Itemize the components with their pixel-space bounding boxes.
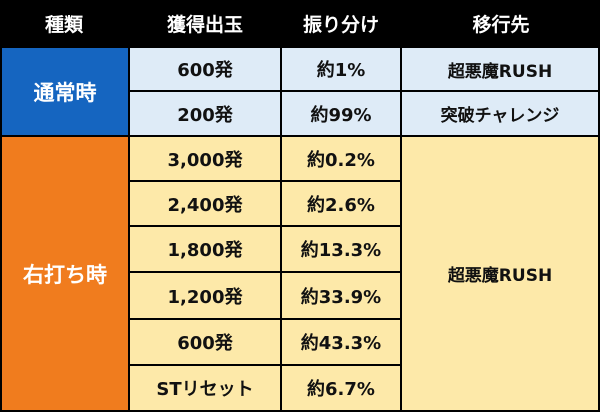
normal-row-2-destination: 突破チャレンジ [402,92,598,135]
rush-destination: 超悪魔RUSH [402,137,598,410]
normal-row-2-ratio: 約99% [282,92,400,135]
normal-row-2-payout: 200発 [130,92,280,135]
rush-row-3-payout: 1,800発 [130,227,280,271]
header-ratio: 振り分け [282,0,400,46]
rush-row-6-ratio: 約6.7% [282,366,400,410]
rush-row-1-ratio: 約0.2% [282,137,400,180]
rush-row-1-payout: 3,000発 [130,137,280,180]
rush-row-2-ratio: 約2.6% [282,182,400,225]
rush-row-4-ratio: 約33.9% [282,273,400,318]
rush-row-5-payout: 600発 [130,320,280,364]
header-type: 種類 [0,0,128,46]
header-destination: 移行先 [402,0,600,46]
rush-row-2-payout: 2,400発 [130,182,280,225]
rush-label: 右打ち時 [2,137,128,410]
header-payout: 獲得出玉 [130,0,280,46]
normal-row-1-ratio: 約1% [282,48,400,90]
rush-row-4-payout: 1,200発 [130,273,280,318]
normal-label: 通常時 [2,48,128,135]
rush-row-5-ratio: 約43.3% [282,320,400,364]
rush-row-3-ratio: 約13.3% [282,227,400,271]
normal-row-1-payout: 600発 [130,48,280,90]
normal-row-1-destination: 超悪魔RUSH [402,48,598,90]
rush-row-6-payout: STリセット [130,366,280,410]
